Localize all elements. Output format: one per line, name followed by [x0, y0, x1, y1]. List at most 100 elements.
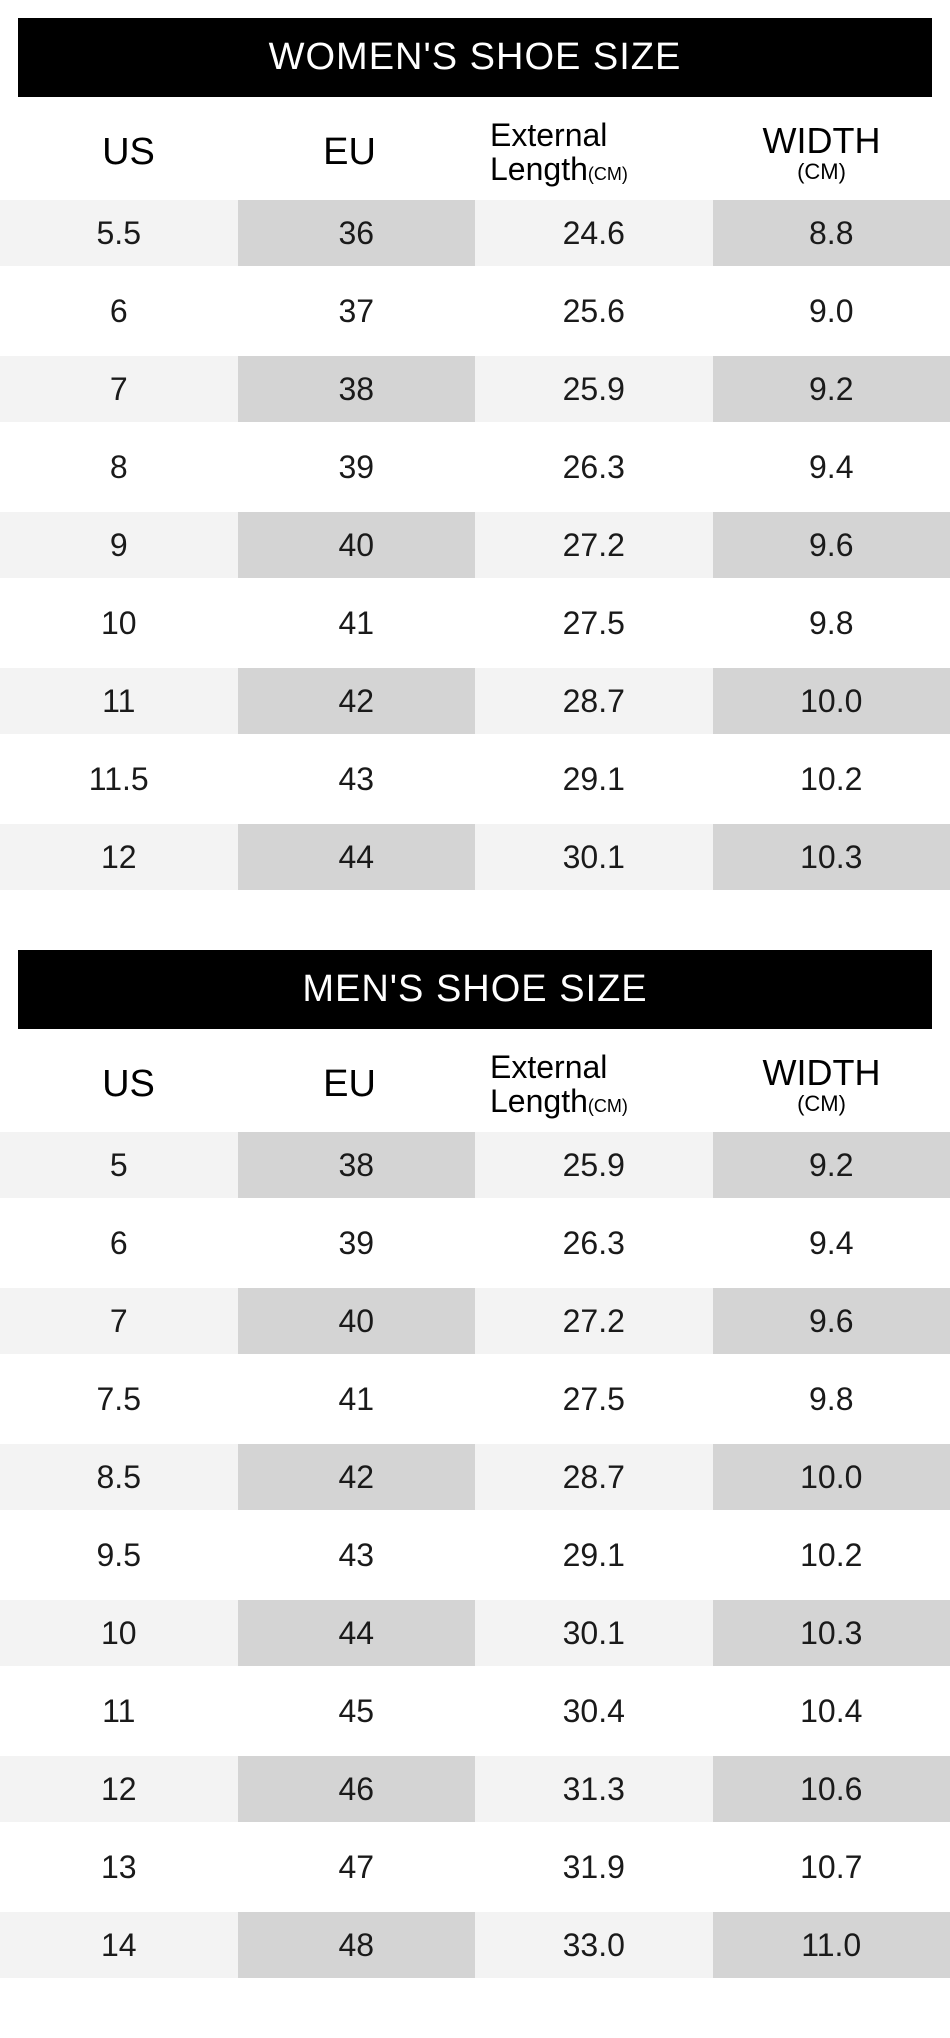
cell-us: 5 [0, 1132, 238, 1198]
cell-width: 10.7 [713, 1834, 950, 1900]
cell-external-length: 33.0 [475, 1912, 713, 1978]
cell-us: 6 [0, 278, 238, 344]
cell-external-length: 31.9 [475, 1834, 713, 1900]
cell-width: 9.8 [713, 590, 950, 656]
cell-eu: 39 [238, 434, 476, 500]
mens-size-table: MEN'S SHOE SIZEUSEUExternalLength(CM)WID… [0, 950, 950, 1978]
cell-eu: 36 [238, 200, 476, 266]
header-us-label: US [102, 132, 155, 174]
table-row: 9.54329.110.2 [0, 1522, 950, 1588]
cell-eu: 48 [238, 1912, 476, 1978]
table-row: 104127.59.8 [0, 590, 950, 656]
cell-external-length: 25.9 [475, 1132, 713, 1198]
cell-eu: 40 [238, 1288, 476, 1354]
table-row: 5.53624.68.8 [0, 200, 950, 266]
cell-eu: 42 [238, 1444, 476, 1510]
cell-us: 14 [0, 1912, 238, 1978]
header-width-label: WIDTH [763, 122, 881, 160]
header-ext-unit: (CM) [588, 1096, 628, 1116]
header-eu-label: EU [323, 1064, 376, 1106]
cell-external-length: 27.2 [475, 1288, 713, 1354]
cell-eu: 39 [238, 1210, 476, 1276]
cell-us: 9.5 [0, 1522, 238, 1588]
table-row: 94027.29.6 [0, 512, 950, 578]
cell-width: 10.6 [713, 1756, 950, 1822]
header-us: US [18, 119, 239, 186]
cell-us: 11 [0, 1678, 238, 1744]
cell-us: 12 [0, 1756, 238, 1822]
cell-width: 10.4 [713, 1678, 950, 1744]
cell-external-length: 27.5 [475, 590, 713, 656]
cell-us: 7.5 [0, 1366, 238, 1432]
cell-us: 7 [0, 356, 238, 422]
cell-eu: 38 [238, 356, 476, 422]
cell-eu: 46 [238, 1756, 476, 1822]
cell-width: 9.6 [713, 512, 950, 578]
cell-width: 9.2 [713, 356, 950, 422]
header-width-unit: (CM) [797, 160, 846, 183]
header-width-unit: (CM) [797, 1092, 846, 1115]
cell-us: 10 [0, 590, 238, 656]
header-ext-unit: (CM) [588, 164, 628, 184]
table-row: 144833.011.0 [0, 1912, 950, 1978]
table-row: 124631.310.6 [0, 1756, 950, 1822]
cell-external-length: 25.9 [475, 356, 713, 422]
cell-width: 9.2 [713, 1132, 950, 1198]
cell-eu: 41 [238, 590, 476, 656]
cell-external-length: 30.4 [475, 1678, 713, 1744]
header-width: WIDTH(CM) [711, 119, 932, 186]
header-ext-line2-wrap: Length(CM) [490, 1085, 628, 1119]
data-rows: 5.53624.68.863725.69.073825.99.283926.39… [0, 200, 950, 890]
header-ext-line2-wrap: Length(CM) [490, 153, 628, 187]
cell-eu: 44 [238, 824, 476, 890]
table-row: 11.54329.110.2 [0, 746, 950, 812]
cell-external-length: 26.3 [475, 434, 713, 500]
cell-eu: 40 [238, 512, 476, 578]
table-title: MEN'S SHOE SIZE [18, 950, 932, 1029]
cell-external-length: 30.1 [475, 824, 713, 890]
cell-us: 8.5 [0, 1444, 238, 1510]
cell-us: 7 [0, 1288, 238, 1354]
header-row: USEUExternalLength(CM)WIDTH(CM) [0, 1029, 950, 1132]
header-ext-line1: External [490, 119, 607, 153]
header-ext-line2: Length [490, 151, 588, 187]
cell-eu: 38 [238, 1132, 476, 1198]
cell-external-length: 28.7 [475, 668, 713, 734]
header-external-length: ExternalLength(CM) [460, 119, 711, 186]
header-ext-line1: External [490, 1051, 607, 1085]
table-row: 8.54228.710.0 [0, 1444, 950, 1510]
cell-external-length: 29.1 [475, 746, 713, 812]
cell-us: 13 [0, 1834, 238, 1900]
table-title: WOMEN'S SHOE SIZE [18, 18, 932, 97]
cell-width: 10.2 [713, 1522, 950, 1588]
cell-width: 10.0 [713, 1444, 950, 1510]
cell-width: 10.2 [713, 746, 950, 812]
table-row: 63725.69.0 [0, 278, 950, 344]
cell-eu: 44 [238, 1600, 476, 1666]
cell-external-length: 26.3 [475, 1210, 713, 1276]
cell-us: 8 [0, 434, 238, 500]
table-row: 74027.29.6 [0, 1288, 950, 1354]
cell-eu: 42 [238, 668, 476, 734]
table-row: 134731.910.7 [0, 1834, 950, 1900]
cell-eu: 47 [238, 1834, 476, 1900]
cell-external-length: 29.1 [475, 1522, 713, 1588]
table-row: 53825.99.2 [0, 1132, 950, 1198]
cell-width: 9.4 [713, 1210, 950, 1276]
cell-width: 9.6 [713, 1288, 950, 1354]
table-row: 124430.110.3 [0, 824, 950, 890]
cell-external-length: 27.2 [475, 512, 713, 578]
cell-us: 5.5 [0, 200, 238, 266]
table-row: 83926.39.4 [0, 434, 950, 500]
header-eu: EU [239, 1051, 460, 1118]
cell-eu: 41 [238, 1366, 476, 1432]
header-us: US [18, 1051, 239, 1118]
cell-width: 8.8 [713, 200, 950, 266]
cell-us: 11 [0, 668, 238, 734]
data-rows: 53825.99.263926.39.474027.29.67.54127.59… [0, 1132, 950, 1978]
cell-width: 9.8 [713, 1366, 950, 1432]
cell-us: 12 [0, 824, 238, 890]
cell-external-length: 27.5 [475, 1366, 713, 1432]
cell-width: 10.3 [713, 824, 950, 890]
cell-external-length: 30.1 [475, 1600, 713, 1666]
